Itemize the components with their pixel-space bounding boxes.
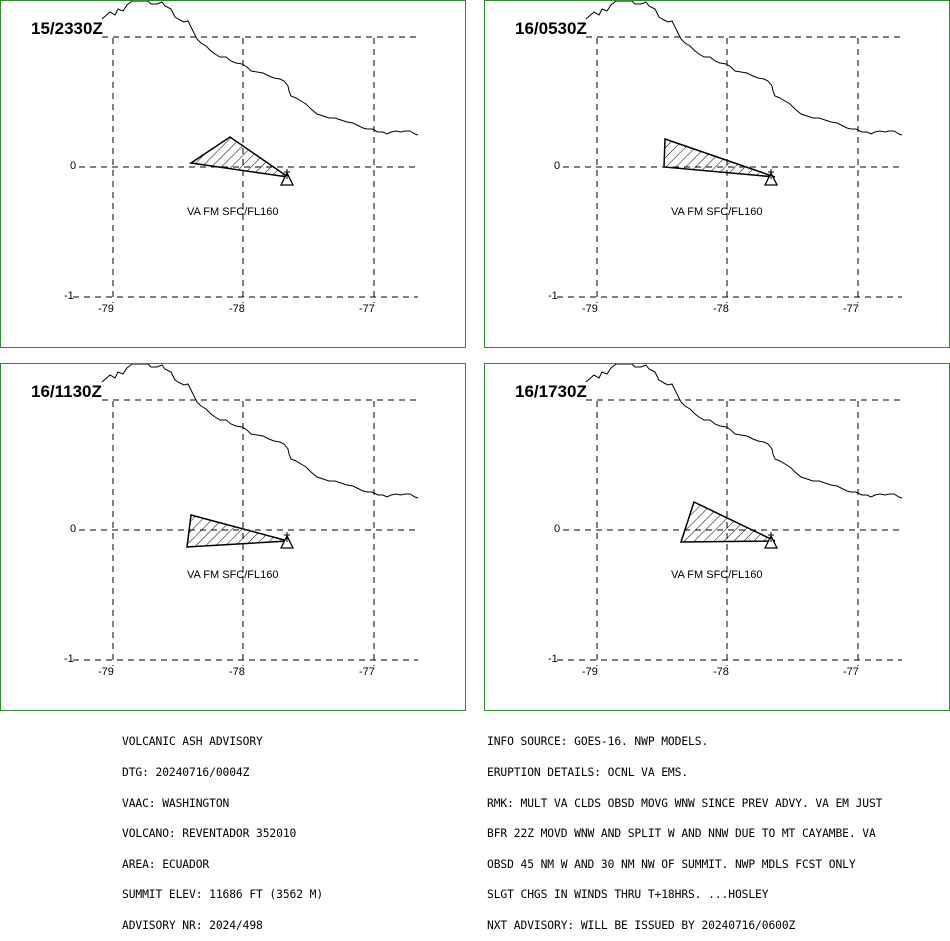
map-canvas (557, 364, 903, 666)
ash-cloud-label: VA FM SFC/FL160 (187, 206, 279, 218)
lon-label-77: -77 (359, 666, 375, 678)
lon-label-77: -77 (843, 666, 859, 678)
advisory-line: VOLCANIC ASH ADVISORY (122, 735, 263, 749)
advisory-line: ERUPTION DETAILS: OCNL VA EMS. (487, 766, 689, 779)
map-panel-1: 15/2330Z VA FM SFC/FL160 0 -1 -79 -78 -7… (0, 0, 466, 348)
panel-timestamp: 16/1730Z (515, 382, 587, 401)
lat-label-0: 0 (554, 160, 561, 172)
advisory-line: VOLCANO: REVENTADOR 352010 (122, 827, 297, 841)
ash-cloud-polygon (186, 514, 289, 548)
lon-label-78: -78 (229, 666, 245, 678)
ash-cloud-polygon (663, 137, 776, 178)
lat-label-0: 0 (70, 523, 77, 535)
advisory-line: OBSD 45 NM W AND 30 NM NW OF SUMMIT. NWP… (487, 857, 856, 871)
map-panel-3: 16/1130Z VA FM SFC/FL160 0 -1 -79 -78 -7… (0, 363, 466, 711)
advisory-line: SUMMIT ELEV: 11686 FT (3562 M) (122, 888, 324, 902)
ash-cloud-label: VA FM SFC/FL160 (187, 569, 279, 581)
coastline (101, 1, 419, 136)
coastline (585, 1, 903, 136)
lat-label-0: 0 (70, 160, 77, 172)
lon-label-78: -78 (229, 303, 245, 315)
lat-label-minus1: -1 (548, 290, 558, 302)
panel-timestamp: 15/2330Z (31, 19, 103, 38)
ash-cloud-label: VA FM SFC/FL160 (671, 569, 763, 581)
advisory-line: INFO SOURCE: GOES-16. NWP MODELS. (487, 735, 709, 749)
ash-cloud-polygon (679, 500, 776, 543)
lon-label-79: -79 (98, 666, 114, 678)
lat-label-minus1: -1 (64, 290, 74, 302)
lon-label-78: -78 (713, 303, 729, 315)
advisory-line: NXT ADVISORY: WILL BE ISSUED BY 20240716… (487, 918, 796, 932)
lon-label-77: -77 (843, 303, 859, 315)
map-panel-2: 16/0530Z VA FM SFC/FL160 0 -1 -79 -78 -7… (484, 0, 950, 348)
map-canvas (73, 1, 419, 303)
panel-timestamp: 16/0530Z (515, 19, 587, 38)
panel-timestamp: 16/1130Z (31, 382, 102, 401)
advisory-line: DTG: 20240716/0004Z (122, 766, 250, 779)
lon-label-78: -78 (713, 666, 729, 678)
lat-label-minus1: -1 (64, 653, 74, 665)
map-panel-4: 16/1730Z VA FM SFC/FL160 0 -1 -79 -78 -7… (484, 363, 950, 711)
advisory-line: ADVISORY NR: 2024/498 (122, 918, 263, 932)
map-canvas (73, 364, 419, 666)
advisory-line: VAAC: WASHINGTON (122, 796, 230, 810)
advisory-remarks-text: INFO SOURCE: GOES-16. NWP MODELS. ERUPTI… (487, 717, 882, 941)
lon-label-79: -79 (582, 666, 598, 678)
ash-cloud-polygon (188, 136, 289, 178)
advisory-line: RMK: MULT VA CLDS OBSD MOVG WNW SINCE PR… (487, 796, 883, 810)
lon-label-79: -79 (582, 303, 598, 315)
lat-label-minus1: -1 (548, 653, 558, 665)
map-canvas (557, 1, 903, 303)
lat-label-0: 0 (554, 523, 561, 535)
advisory-line: SLGT CHGS IN WINDS THRU T+18HRS. ...HOSL… (487, 888, 769, 902)
advisory-header-text: VOLCANIC ASH ADVISORY DTG: 20240716/0004… (122, 717, 323, 941)
advisory-line: BFR 22Z MOVD WNW AND SPLIT W AND NNW DUE… (487, 827, 876, 841)
coastline (585, 364, 903, 499)
coastline (101, 364, 419, 499)
lon-label-77: -77 (359, 303, 375, 315)
ash-cloud-label: VA FM SFC/FL160 (671, 206, 763, 218)
advisory-line: AREA: ECUADOR (122, 857, 210, 871)
lon-label-79: -79 (98, 303, 114, 315)
